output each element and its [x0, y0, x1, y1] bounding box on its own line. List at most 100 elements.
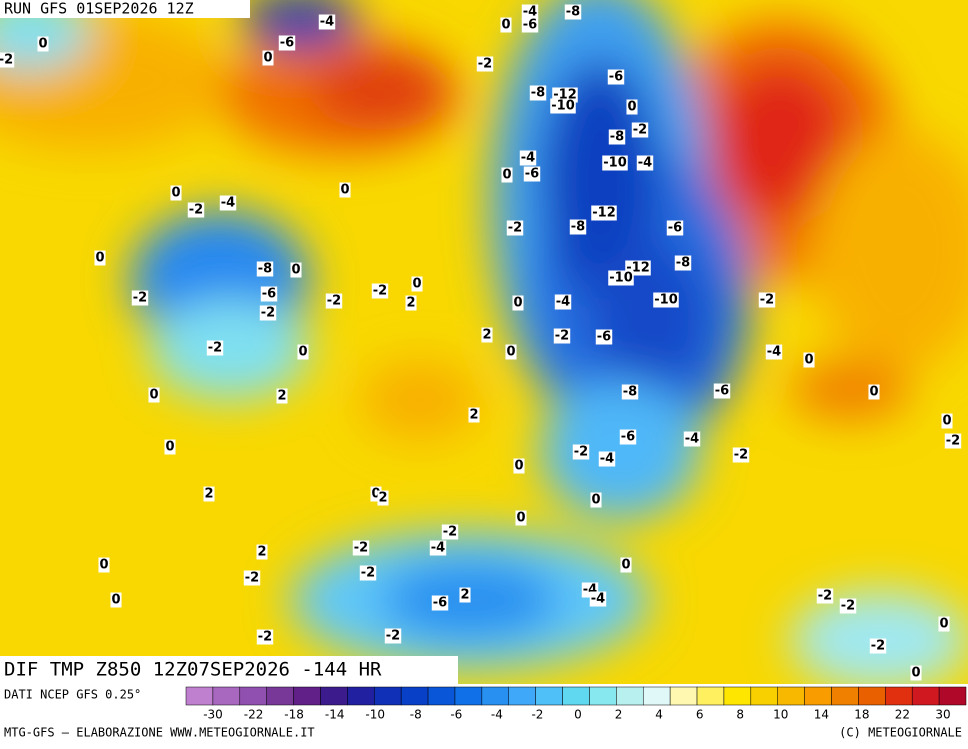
product-box: [0, 656, 458, 684]
contour-label-bg: [598, 451, 616, 467]
colorbar-tick-label: -22: [244, 708, 264, 722]
contour-label-bg: [608, 129, 626, 145]
contour-label: 0: [95, 251, 104, 266]
product-label: DIF TMP Z850 12Z07SEP2026 -144 HR: [4, 659, 382, 681]
run-label: RUN GFS 01SEP2026 12Z: [4, 0, 194, 18]
contour-label: -2: [760, 293, 774, 308]
colorbar-tick-label: 4: [655, 708, 663, 722]
contour-label-bg: [256, 544, 268, 560]
contour-label-bg: [318, 14, 336, 30]
contour-label-bg: [910, 665, 922, 681]
contour-label: -6: [715, 384, 729, 399]
contour-label-bg: [352, 540, 370, 556]
contour-label-bg: [521, 4, 539, 20]
contour-label: -2: [258, 630, 272, 645]
contour-label: -2: [574, 445, 588, 460]
contour-label-bg: [944, 433, 962, 449]
colorbar-swatch: [831, 686, 859, 706]
contour-label-bg: [429, 540, 447, 556]
contour-label-bg: [631, 122, 649, 138]
contour-label-bg: [297, 344, 309, 360]
contour-label: 0: [38, 37, 47, 52]
contour-label-bg: [512, 295, 524, 311]
colorbar-tick-label: 2: [615, 708, 623, 722]
contour-label-bg: [98, 557, 110, 573]
contour-label: -8: [531, 86, 545, 101]
contour-label: -2: [443, 525, 457, 540]
contour-label-bg: [621, 384, 639, 400]
contour-label: -6: [597, 330, 611, 345]
contour-label: -2: [189, 203, 203, 218]
contour-label-bg: [869, 638, 887, 654]
contour-label: 0: [942, 414, 951, 429]
colorbar-tick-label: 10: [773, 708, 788, 722]
contour-label-bg: [803, 352, 815, 368]
contour-label-bg: [278, 35, 296, 51]
contour-label-bg: [94, 250, 106, 266]
contour-label: -8: [571, 220, 585, 235]
contour-label: -2: [373, 284, 387, 299]
contour-label: -8: [566, 5, 580, 20]
contour-label-bg: [411, 276, 423, 292]
contour-label-bg: [370, 486, 382, 502]
contour-label-bg: [938, 616, 950, 632]
contour-label: 2: [482, 328, 491, 343]
contour-label: 0: [298, 345, 307, 360]
contour-label: -6: [523, 18, 537, 33]
map-field: [0, 0, 968, 684]
contour-label: 2: [204, 487, 213, 502]
contour-label-bg: [521, 17, 539, 33]
contour-label: 2: [378, 491, 387, 506]
contour-label-bg: [37, 36, 49, 52]
contour-label-bg: [653, 292, 679, 308]
contour-label: 2: [406, 296, 415, 311]
contour-label-bg: [243, 570, 261, 586]
contour-label-bg: [203, 486, 215, 502]
contour-label: -2: [327, 294, 341, 309]
colorbar-swatch: [535, 686, 563, 706]
colorbar-tick-label: 30: [935, 708, 950, 722]
contour-label: -2: [841, 599, 855, 614]
contour-label: 0: [263, 51, 272, 66]
contour-label-bg: [148, 387, 160, 403]
contour-label: -4: [767, 345, 781, 360]
contour-label: -2: [261, 306, 275, 321]
contour-label: 0: [627, 100, 636, 115]
colorbar-swatch: [481, 686, 510, 706]
colorbar-tick-label: 14: [814, 708, 829, 722]
contour-label-bg: [276, 388, 288, 404]
contour-label-bg: [359, 565, 377, 581]
contour-label-bg: [683, 431, 701, 447]
contour-label-bg: [666, 220, 684, 236]
contour-label-bg: [131, 290, 149, 306]
contour-label: -2: [208, 341, 222, 356]
contour-label-bg: [608, 270, 634, 286]
contour-label-bg: [636, 155, 654, 171]
contour-label: 2: [460, 588, 469, 603]
contour-label: -4: [591, 592, 605, 607]
colorbar-tick-label: 6: [696, 708, 704, 722]
contour-label: -8: [258, 262, 272, 277]
contour-label-bg: [371, 283, 389, 299]
contour-label: 2: [469, 408, 478, 423]
contour-label-bg: [595, 329, 613, 345]
footer-right: (C) METEOGIORNALE: [839, 726, 962, 740]
contour-label: -4: [523, 5, 537, 20]
contour-label-bg: [553, 328, 571, 344]
contour-label-bg: [506, 220, 524, 236]
contour-label: -4: [556, 295, 570, 310]
contour-label: -2: [871, 639, 885, 654]
colorbar-swatch: [400, 686, 429, 706]
contour-label: 0: [171, 186, 180, 201]
contour-label-bg: [206, 340, 224, 356]
run-box: [0, 0, 250, 18]
contour-label: -6: [262, 287, 276, 302]
contour-label-bg: [602, 155, 628, 171]
contour-label: -2: [818, 589, 832, 604]
contour-label: -4: [320, 15, 334, 30]
contour-label-bg: [262, 50, 274, 66]
contour-label-bg: [164, 439, 176, 455]
contour-label-bg: [572, 444, 590, 460]
colorbar-tick-label: 0: [574, 708, 582, 722]
